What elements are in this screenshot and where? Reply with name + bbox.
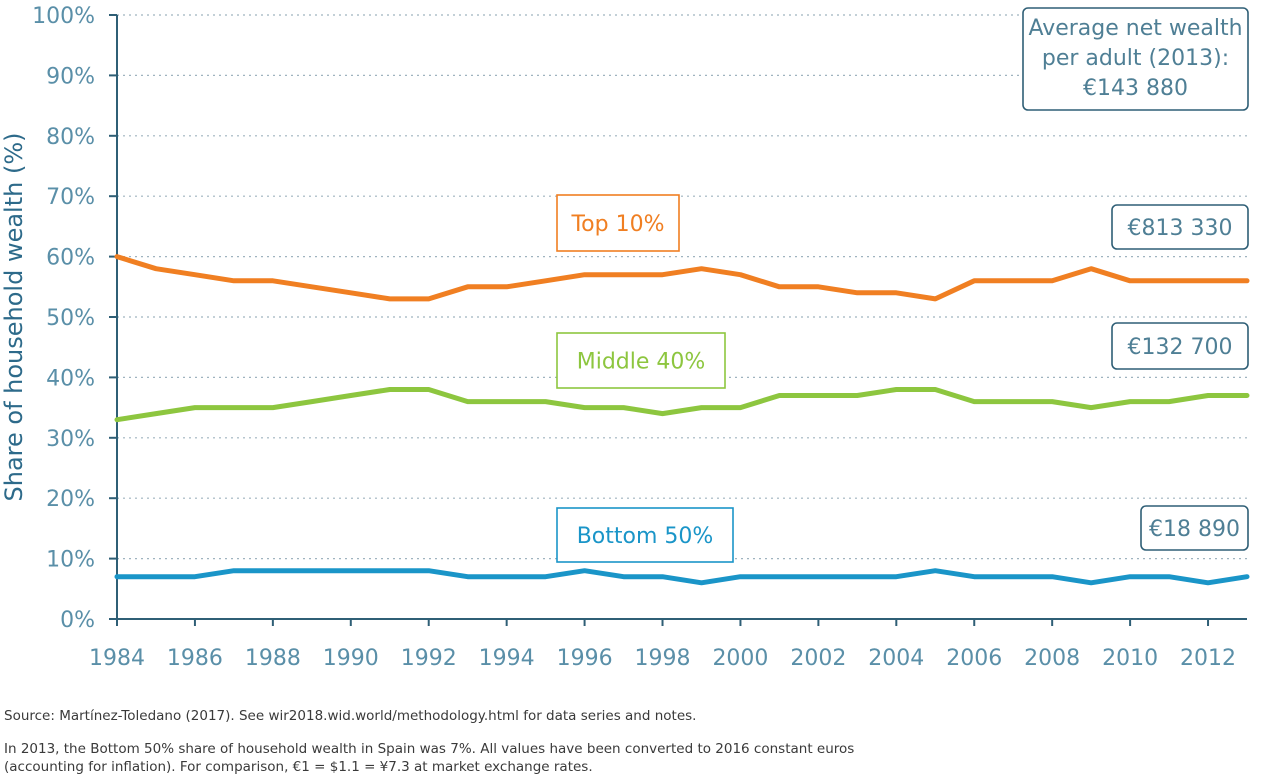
y-tick-label: 20% <box>46 487 95 512</box>
wealth-share-chart: 0% 10% 20% 30% 40% 50% 60% 70% 80% 90% 100% 1984 198… <box>0 4 1250 671</box>
y-tick-label: 60% <box>46 246 95 271</box>
series-name-box <box>556 507 734 563</box>
series-name-label: Top 10% <box>570 212 664 237</box>
y-tick-label: 90% <box>46 64 95 89</box>
x-tick-label: 1988 <box>245 646 301 671</box>
x-tick-label: 2004 <box>868 646 924 671</box>
axes: 0% 10% 20% 30% 40% 50% 60% 70% 80% 90% 100% 1984 198… <box>32 4 1247 671</box>
series-labels: Top 10% Middle 40% Bottom 50% €813 330 €132 … <box>556 7 1249 563</box>
x-tick-label: 1994 <box>479 646 535 671</box>
x-tick-label: 2008 <box>1024 646 1080 671</box>
series-line-top-10 <box>114 254 1250 302</box>
value-label: €18 890 <box>1149 517 1240 542</box>
x-tick-label: 1986 <box>167 646 223 671</box>
x-tick-label: 2002 <box>790 646 846 671</box>
value-box <box>1140 505 1249 551</box>
series-line-bottom-50 <box>114 568 1250 586</box>
x-tick-label: 1990 <box>323 646 379 671</box>
value-box <box>1111 322 1249 370</box>
value-label: €132 700 <box>1128 335 1233 360</box>
x-tick-label: 1992 <box>401 646 457 671</box>
y-tick-label: 70% <box>46 185 95 210</box>
series-name-label: Middle 40% <box>577 350 706 375</box>
y-tick-label: 80% <box>46 125 95 150</box>
average-wealth-line: €143 880 <box>1083 76 1188 101</box>
x-tick-label: 2000 <box>712 646 768 671</box>
y-tick-label: 0% <box>60 608 95 633</box>
series-lines <box>114 254 1250 586</box>
series-name-label: Bottom 50% <box>577 524 714 549</box>
x-tick-label: 2006 <box>946 646 1002 671</box>
series-line-middle-40 <box>114 387 1250 423</box>
x-tick-label: 2010 <box>1102 646 1158 671</box>
x-tick-label: 1984 <box>89 646 145 671</box>
y-tick-label: 10% <box>46 548 95 573</box>
x-tick-label: 1998 <box>635 646 691 671</box>
value-label: €813 330 <box>1128 216 1233 241</box>
series-name-box <box>556 194 680 252</box>
y-tick-label: 30% <box>46 427 95 452</box>
value-box <box>1111 204 1249 250</box>
average-wealth-line: per adult (2013): <box>1042 46 1229 71</box>
y-tick-label: 100% <box>32 4 95 29</box>
x-tick-label: 1996 <box>557 646 613 671</box>
y-tick-label: 40% <box>46 366 95 391</box>
footnote: In 2013, the Bottom 50% share of househo… <box>4 741 855 775</box>
series-name-box <box>556 332 726 389</box>
x-tick-label: 2012 <box>1180 646 1236 671</box>
average-wealth-line: Average net wealth <box>1028 16 1242 41</box>
y-axis-label: Share of household wealth (%) <box>0 133 28 502</box>
average-wealth-box <box>1022 7 1249 111</box>
y-tick-label: 50% <box>46 306 95 331</box>
source-note: Source: Martínez-Toledano (2017). See wi… <box>4 708 697 724</box>
